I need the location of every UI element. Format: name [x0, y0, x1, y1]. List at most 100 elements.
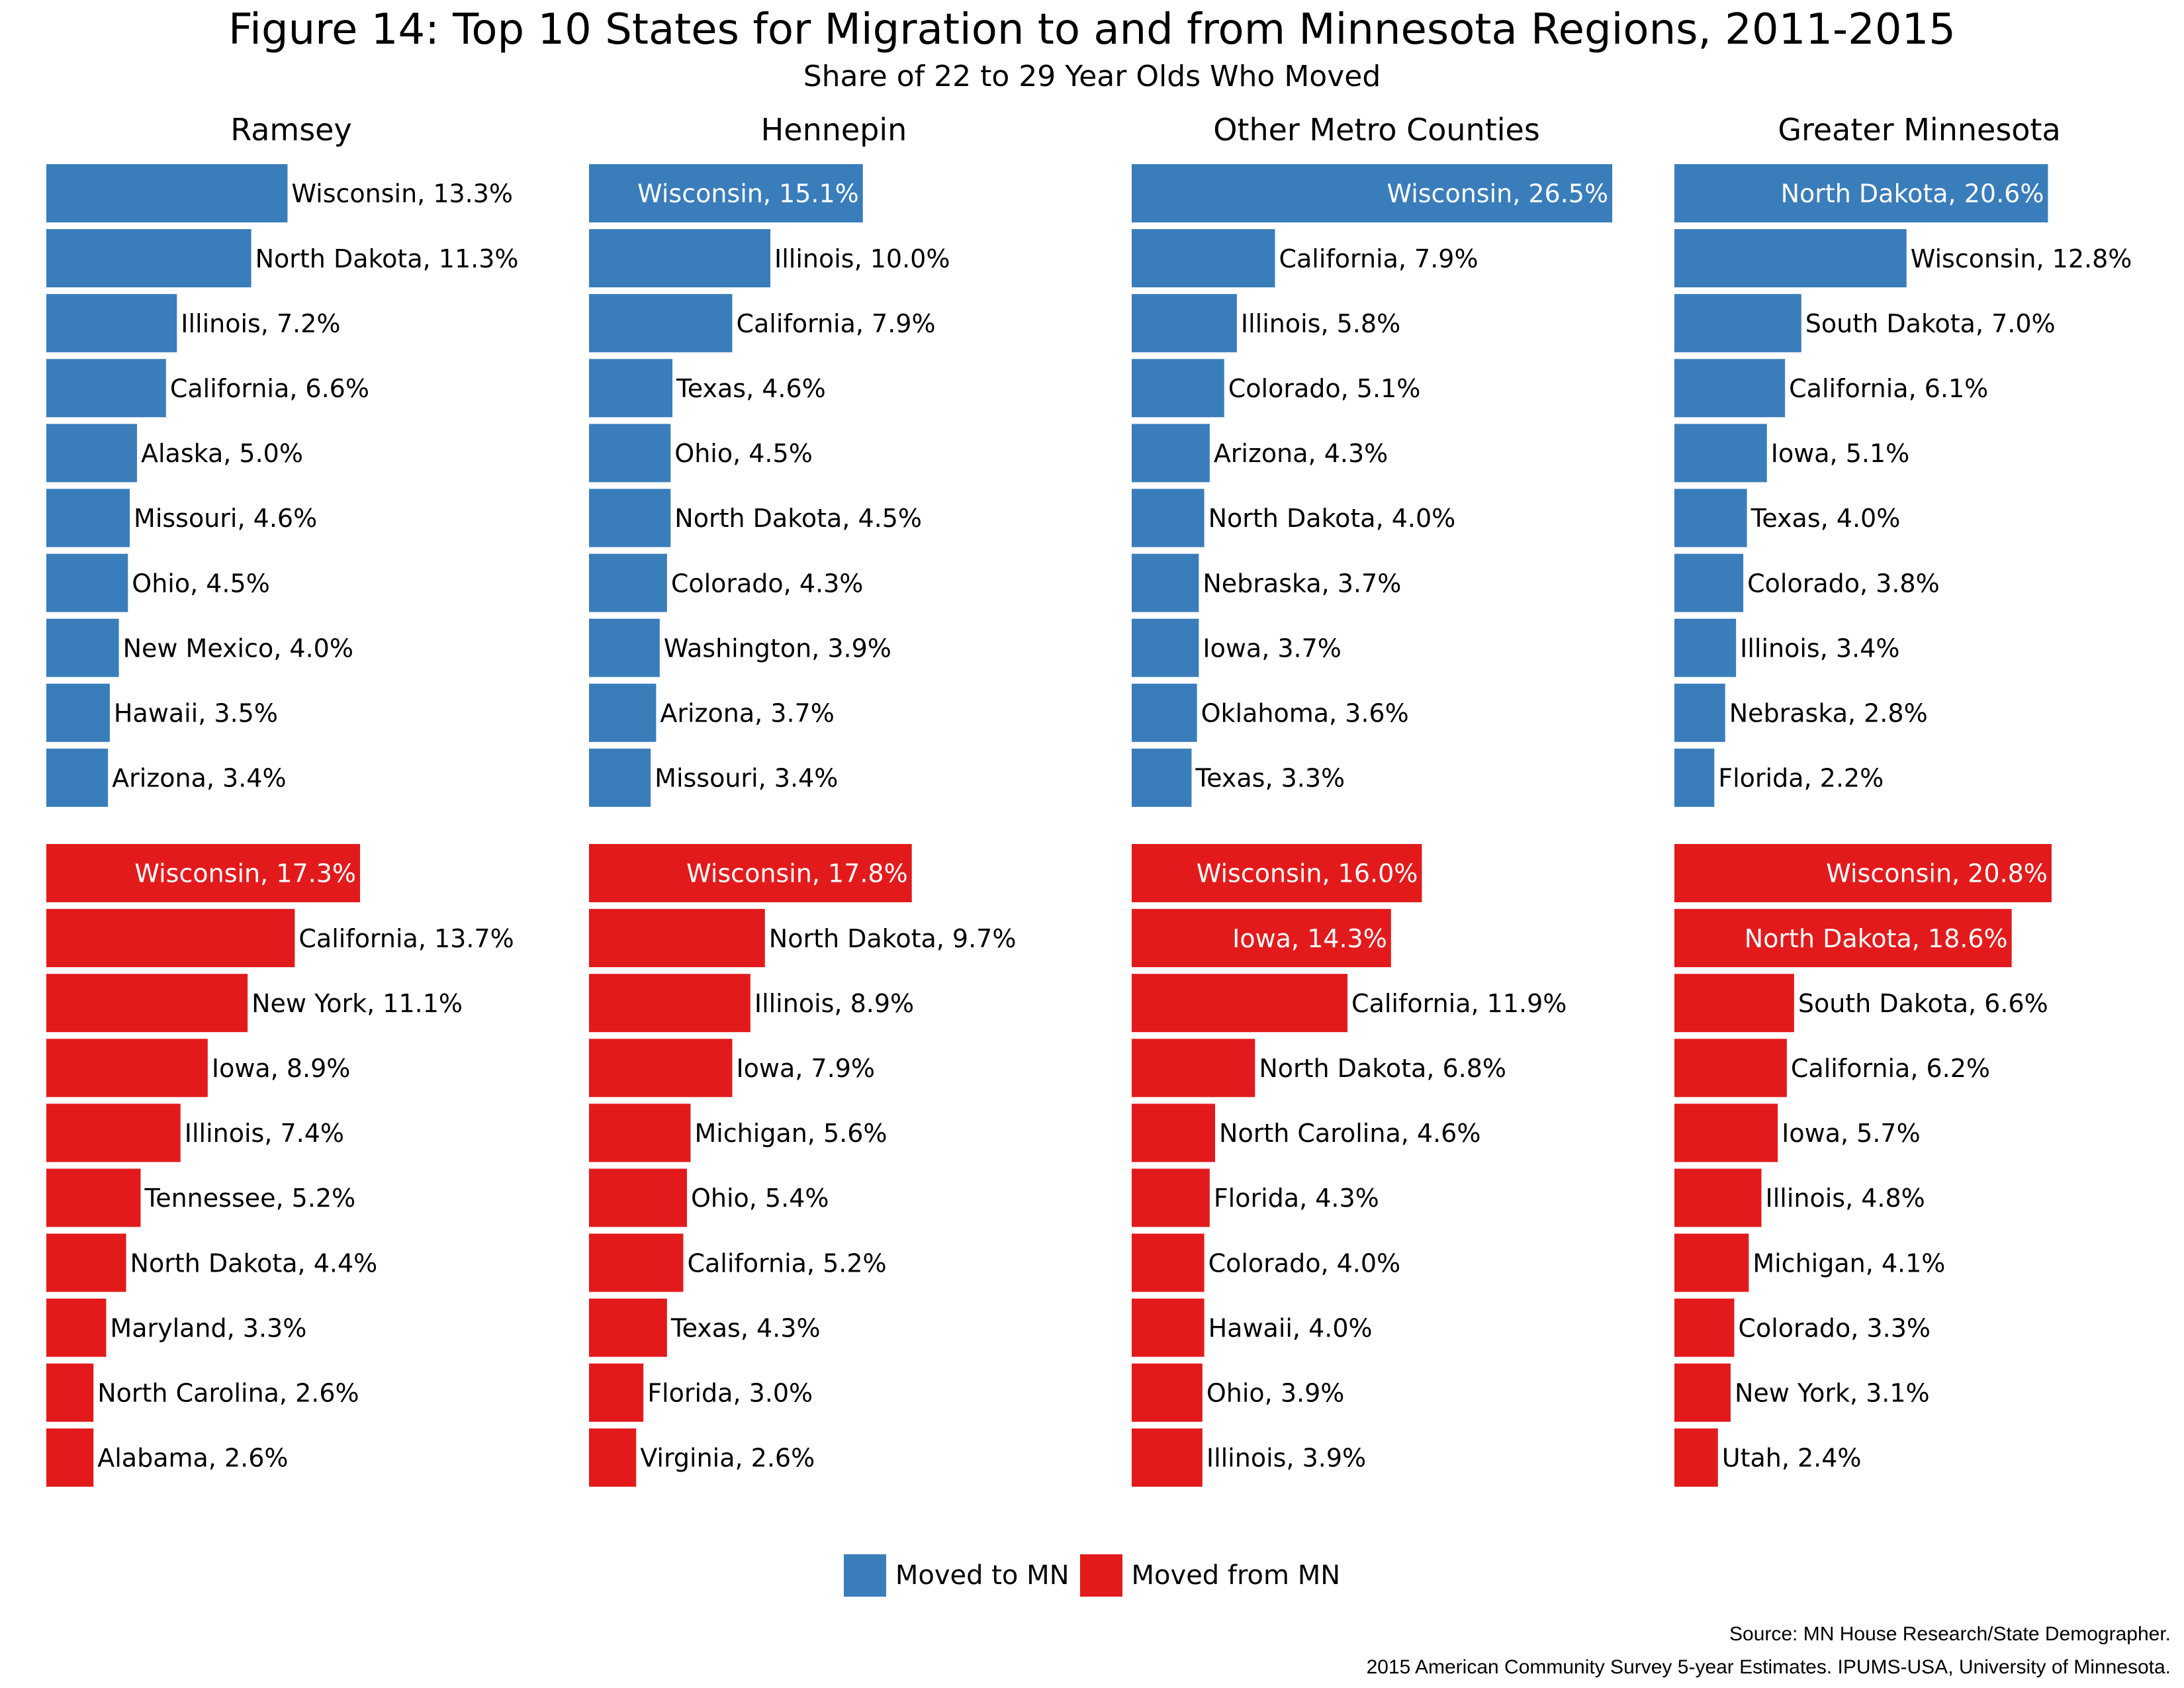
bar-moved-to-mn-nebraska	[1132, 553, 1199, 612]
data-label: North Dakota, 4.4%	[130, 1248, 378, 1278]
data-label: Ohio, 4.5%	[674, 439, 813, 468]
bar-moved-from-mn-michigan	[1674, 1233, 1749, 1292]
bar-moved-from-mn-iowa	[1132, 909, 1391, 968]
bar-moved-to-mn-alaska	[46, 424, 137, 483]
bar-moved-from-mn-north-carolina	[46, 1363, 94, 1422]
data-label: Illinois, 7.2%	[181, 309, 340, 338]
bar-moved-to-mn-iowa	[1132, 618, 1199, 677]
bar-moved-to-mn-south-dakota	[1674, 294, 1801, 353]
data-label: Illinois, 10.0%	[774, 244, 950, 273]
data-label: California, 5.2%	[687, 1248, 886, 1278]
bar-moved-to-mn-wisconsin	[1132, 164, 1613, 222]
bar-moved-to-mn-arizona	[46, 748, 109, 807]
bar-moved-to-mn-arizona	[589, 683, 657, 742]
panel-title: Ramsey	[230, 112, 351, 148]
bar-moved-from-mn-utah	[1674, 1428, 1718, 1487]
data-label: California, 6.1%	[1789, 374, 1988, 403]
bar-moved-from-mn-virginia	[589, 1428, 637, 1487]
data-label: Colorado, 3.8%	[1747, 569, 1940, 598]
bar-moved-to-mn-north-dakota	[1132, 489, 1205, 547]
data-label: Florida, 3.0%	[647, 1378, 813, 1407]
data-label: North Dakota, 11.3%	[255, 244, 519, 273]
bar-moved-to-mn-california	[589, 294, 733, 353]
panel-title: Hennepin	[761, 112, 907, 148]
data-label: California, 6.2%	[1791, 1054, 1990, 1083]
data-label: Missouri, 3.4%	[655, 764, 838, 793]
panel-title: Greater Minnesota	[1778, 112, 2060, 148]
bar-moved-to-mn-california	[1132, 229, 1275, 288]
bar-moved-to-mn-arizona	[1132, 424, 1210, 483]
bar-moved-from-mn-colorado	[1674, 1298, 1735, 1357]
bar-moved-to-mn-wisconsin	[1674, 229, 1907, 288]
data-label: Iowa, 3.7%	[1203, 633, 1342, 663]
bar-moved-from-mn-north-dakota	[46, 1233, 126, 1292]
bar-moved-from-mn-illinois	[1132, 1428, 1203, 1487]
data-label: North Dakota, 20.6%	[1781, 179, 2044, 209]
bar-moved-from-mn-wisconsin	[46, 844, 361, 902]
data-label: North Dakota, 18.6%	[1745, 924, 2008, 953]
bar-moved-from-mn-south-dakota	[1674, 974, 1794, 1033]
bar-moved-to-mn-florida	[1674, 748, 1715, 807]
legend-item-moved-from: Moved from MN	[1079, 1554, 1340, 1597]
data-label: Michigan, 4.1%	[1752, 1248, 1945, 1278]
data-label: Iowa, 5.1%	[1771, 439, 1910, 468]
bar-moved-from-mn-colorado	[1132, 1233, 1205, 1292]
data-label: Illinois, 8.9%	[754, 989, 914, 1018]
panel-title: Other Metro Counties	[1213, 112, 1540, 148]
data-label: Illinois, 4.8%	[1766, 1184, 1925, 1213]
data-label: Wisconsin, 12.8%	[1911, 244, 2132, 273]
bar-moved-from-mn-wisconsin	[1132, 844, 1422, 902]
data-label: Maryland, 3.3%	[110, 1313, 306, 1342]
data-label: Nebraska, 3.7%	[1203, 569, 1401, 598]
data-label: Colorado, 5.1%	[1228, 374, 1421, 403]
data-label: California, 13.7%	[298, 924, 514, 953]
bar-moved-to-mn-north-dakota	[589, 489, 671, 547]
data-label: Ohio, 4.5%	[132, 569, 269, 598]
bar-moved-from-mn-california	[589, 1233, 684, 1292]
bar-moved-to-mn-illinois	[589, 229, 770, 288]
data-label: Colorado, 4.3%	[671, 569, 864, 598]
bar-moved-to-mn-oklahoma	[1132, 683, 1197, 742]
bar-moved-from-mn-iowa	[1674, 1103, 1778, 1162]
data-label: Texas, 4.6%	[676, 374, 826, 403]
data-label: Florida, 2.2%	[1718, 764, 1884, 793]
bar-moved-to-mn-north-dakota	[46, 229, 251, 288]
panel-greater-minnesota: Greater Minnesota North Dakota, 20.6% Wisc…	[1674, 112, 2132, 1487]
data-label: Wisconsin, 17.3%	[134, 859, 356, 888]
bar-moved-from-mn-north-dakota	[589, 909, 765, 968]
data-label: South Dakota, 7.0%	[1805, 309, 2056, 338]
data-label: Colorado, 4.0%	[1208, 1248, 1401, 1278]
data-label: Colorado, 3.3%	[1738, 1313, 1931, 1342]
bar-moved-from-mn-maryland	[46, 1298, 107, 1357]
legend-swatch-moved-to	[843, 1554, 886, 1597]
data-label: New Mexico, 4.0%	[123, 633, 353, 663]
bar-moved-from-mn-michigan	[589, 1103, 691, 1162]
bar-moved-from-mn-illinois	[589, 974, 751, 1033]
bar-moved-from-mn-texas	[589, 1298, 667, 1357]
chart-title: Figure 14: Top 10 States for Migration t…	[228, 5, 1956, 54]
data-label: Florida, 4.3%	[1214, 1184, 1379, 1213]
bar-moved-to-mn-texas	[1132, 748, 1192, 807]
data-label: Oklahoma, 3.6%	[1201, 698, 1409, 727]
data-label: New York, 3.1%	[1735, 1378, 1930, 1407]
data-label: Washington, 3.9%	[664, 633, 891, 663]
data-label: Missouri, 4.6%	[134, 504, 317, 533]
data-label: Iowa, 8.9%	[212, 1054, 351, 1083]
data-label: Illinois, 7.4%	[185, 1119, 344, 1148]
data-label: North Dakota, 4.0%	[1208, 504, 1456, 533]
data-label: New York, 11.1%	[251, 989, 463, 1018]
data-label: Ohio, 5.4%	[691, 1184, 829, 1213]
bar-moved-to-mn-illinois	[46, 294, 177, 353]
bar-moved-from-mn-tennessee	[46, 1168, 141, 1227]
data-label: Texas, 4.0%	[1751, 504, 1901, 533]
bar-moved-from-mn-florida	[1132, 1168, 1210, 1227]
bar-moved-to-mn-colorado	[589, 553, 667, 612]
bar-moved-from-mn-california	[46, 909, 295, 968]
bar-moved-to-mn-missouri	[46, 489, 130, 547]
data-label: Wisconsin, 17.8%	[686, 859, 908, 888]
data-label: North Carolina, 2.6%	[97, 1378, 359, 1407]
bar-moved-to-mn-north-dakota	[1674, 164, 2048, 222]
data-label: California, 11.9%	[1351, 989, 1567, 1018]
data-label: Wisconsin, 26.5%	[1387, 179, 1608, 209]
